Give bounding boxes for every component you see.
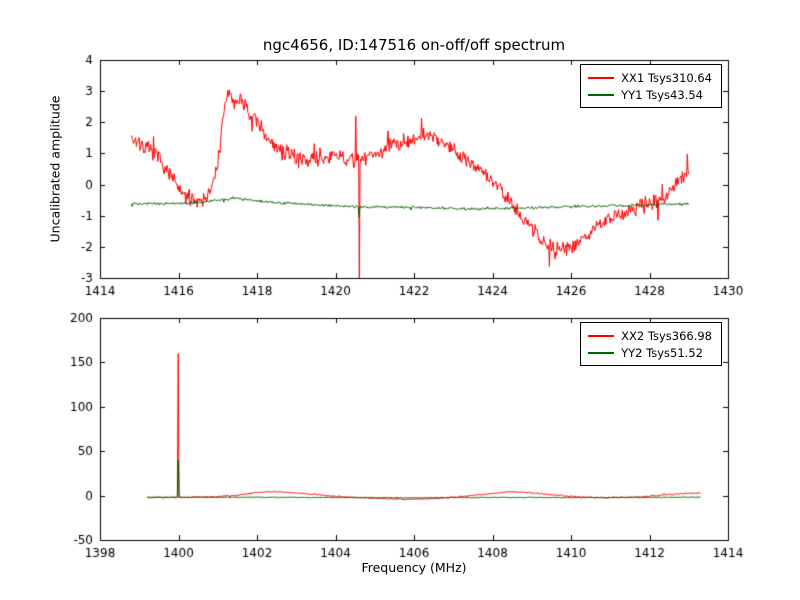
y-axis-label: Uncalibrated amplitude — [47, 95, 63, 243]
legend-item-xx2: XX2 Tsys366.98 — [588, 327, 712, 344]
legend-line-sample-red — [588, 76, 615, 79]
legend-label-yy2: YY2 Tsys51.52 — [621, 345, 703, 360]
legend-top-plot: XX1 Tsys310.64 YY1 Tsys43.54 — [580, 64, 722, 108]
legend-item-yy2: YY2 Tsys51.52 — [588, 344, 712, 361]
legend-label-yy1: YY1 Tsys43.54 — [621, 87, 703, 102]
legend-item-xx1: XX1 Tsys310.64 — [588, 69, 712, 86]
x-axis-label: Frequency (MHz) — [361, 560, 467, 575]
figure-title: ngc4656, ID:147516 on-off/off spectrum — [262, 36, 566, 54]
legend-item-yy1: YY1 Tsys43.54 — [588, 86, 712, 103]
legend-line-sample-green — [588, 93, 615, 96]
legend-label-xx1: XX1 Tsys310.64 — [621, 70, 712, 85]
legend-label-xx2: XX2 Tsys366.98 — [621, 328, 712, 343]
legend-bottom-plot: XX2 Tsys366.98 YY2 Tsys51.52 — [580, 322, 722, 366]
legend-line-sample-green — [588, 351, 615, 354]
legend-line-sample-red — [588, 334, 615, 337]
